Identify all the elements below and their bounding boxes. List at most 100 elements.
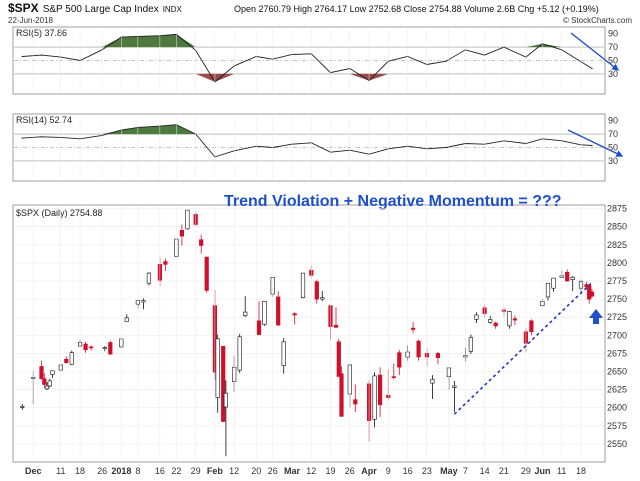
x-tick-label: 2018 [111,466,131,476]
rsi5-overbought-fill [22,34,593,48]
candle-body [141,300,146,303]
rsi14-panel-label: RSI(14) 52.74 [16,115,72,125]
candle-body [179,230,185,237]
candle-body [64,358,69,364]
candle-body [507,311,512,327]
candle-body [551,277,556,289]
rsi14-point [21,137,23,139]
x-tick-label: 22 [171,466,181,476]
price-y-tick: 2625 [607,385,627,395]
x-tick-label: 12 [229,466,239,476]
candle-body [42,378,47,385]
rsi14-down-arrow [567,129,624,157]
chart-date: 22-Jun-2018 [8,16,53,25]
candle-body [163,261,168,265]
annotation-title: Trend Violation + Negative Momentum = ??… [224,193,562,210]
price-up-arrow [589,309,603,324]
candle-body [512,318,517,321]
candle-body [204,256,209,291]
rsi5-label-bg [14,28,106,38]
price-y-tick: 2575 [607,421,627,431]
candle-body [83,343,88,351]
candle-body [300,272,306,299]
candle-body [529,320,534,332]
rsi14-point [40,136,43,138]
price-y-tick: 2550 [607,439,627,449]
candle-body [47,380,52,387]
candle-body [89,346,94,349]
price-plot: 2875 2850 2825 2800 2775 2750 2725 2700 2675 2650… [14,204,627,457]
candle-body [69,352,74,365]
candle-body [488,319,493,323]
x-tick-label: Apr [361,466,377,476]
candle-body [336,341,341,377]
rsi5-panel-label: RSI(5) 37.86 [16,28,67,38]
candle-body [474,314,479,320]
price-y-tick: 2775 [607,276,627,286]
price-y-tick: 2725 [607,312,627,322]
price-y-tick: 2800 [607,258,627,268]
rsi14-label-bg [14,115,106,125]
x-tick-label: Dec [25,466,42,476]
price-y-tick: 2875 [607,204,627,214]
candle-body [589,291,595,297]
rsi5-point [40,54,43,56]
x-tick-label: 16 [155,466,165,476]
x-tick-label: 21 [499,466,509,476]
price-y-tick: 2750 [607,294,627,304]
candle-body [493,322,498,327]
rsi14-y-tick: 70 [608,129,618,139]
rsi5-point [445,60,447,62]
rsi14-y-tick: 50 [608,143,618,153]
price-y-tick: 2650 [607,367,627,377]
x-tick-label: 20 [251,466,261,476]
stockcharts-brand: © StockCharts.com [563,16,632,25]
rsi5-y-tick: 50 [608,56,618,66]
x-tick-label: Feb [207,466,224,476]
x-tick-label: 12 [306,466,316,476]
x-tick-label: 9 [386,466,391,476]
x-tick-label: 26 [268,466,278,476]
rsi5-y-tick: 30 [608,69,618,79]
candle-body [50,370,55,375]
candle-body [430,379,435,384]
candle-body [377,374,383,406]
x-tick-label: 29 [521,466,531,476]
candle-body [339,373,344,417]
price-panel [12,204,606,463]
x-tick-label: 18 [576,466,586,476]
candle-body [102,347,107,349]
candle-body [391,376,396,378]
rsi14-y-tick: 90 [608,116,618,126]
exchange-label: INDX [163,5,183,14]
symbol-label: $SPX [8,1,39,15]
candle-body [333,324,339,328]
candle-body [397,352,402,368]
candle-body [276,296,281,326]
x-tick-label: 23 [422,466,432,476]
x-tick-label: 8 [135,466,140,476]
x-tick-label: 29 [191,466,201,476]
x-tick-label: 26 [97,466,107,476]
x-tick-label: Mar [284,466,301,476]
rsi14-point [591,144,593,147]
rsi5-point [21,55,23,58]
x-tick-label: 14 [480,466,490,476]
x-axis: Dec 11 18 26 2018 8 16 22 29 Feb 12 20 26 Mar 12 19 26 Ap… [25,27,586,476]
candle-body [146,272,152,284]
rsi5-point [591,67,593,70]
candle-body [39,366,44,379]
candle-body [221,345,226,422]
x-tick-label: 16 [403,466,413,476]
price-y-tick: 2675 [607,348,627,358]
candle-body [199,239,204,246]
ohlc-readout: Open 2760.79 High 2764.17 Low 2752.68 Cl… [234,4,599,14]
x-tick-label: 18 [75,466,85,476]
price-y-tick: 2700 [607,330,627,340]
candle-body [372,375,377,420]
candle-body [281,341,286,366]
rsi14-point [445,146,447,149]
candle-body [20,405,25,408]
x-tick-label: 26 [345,466,355,476]
